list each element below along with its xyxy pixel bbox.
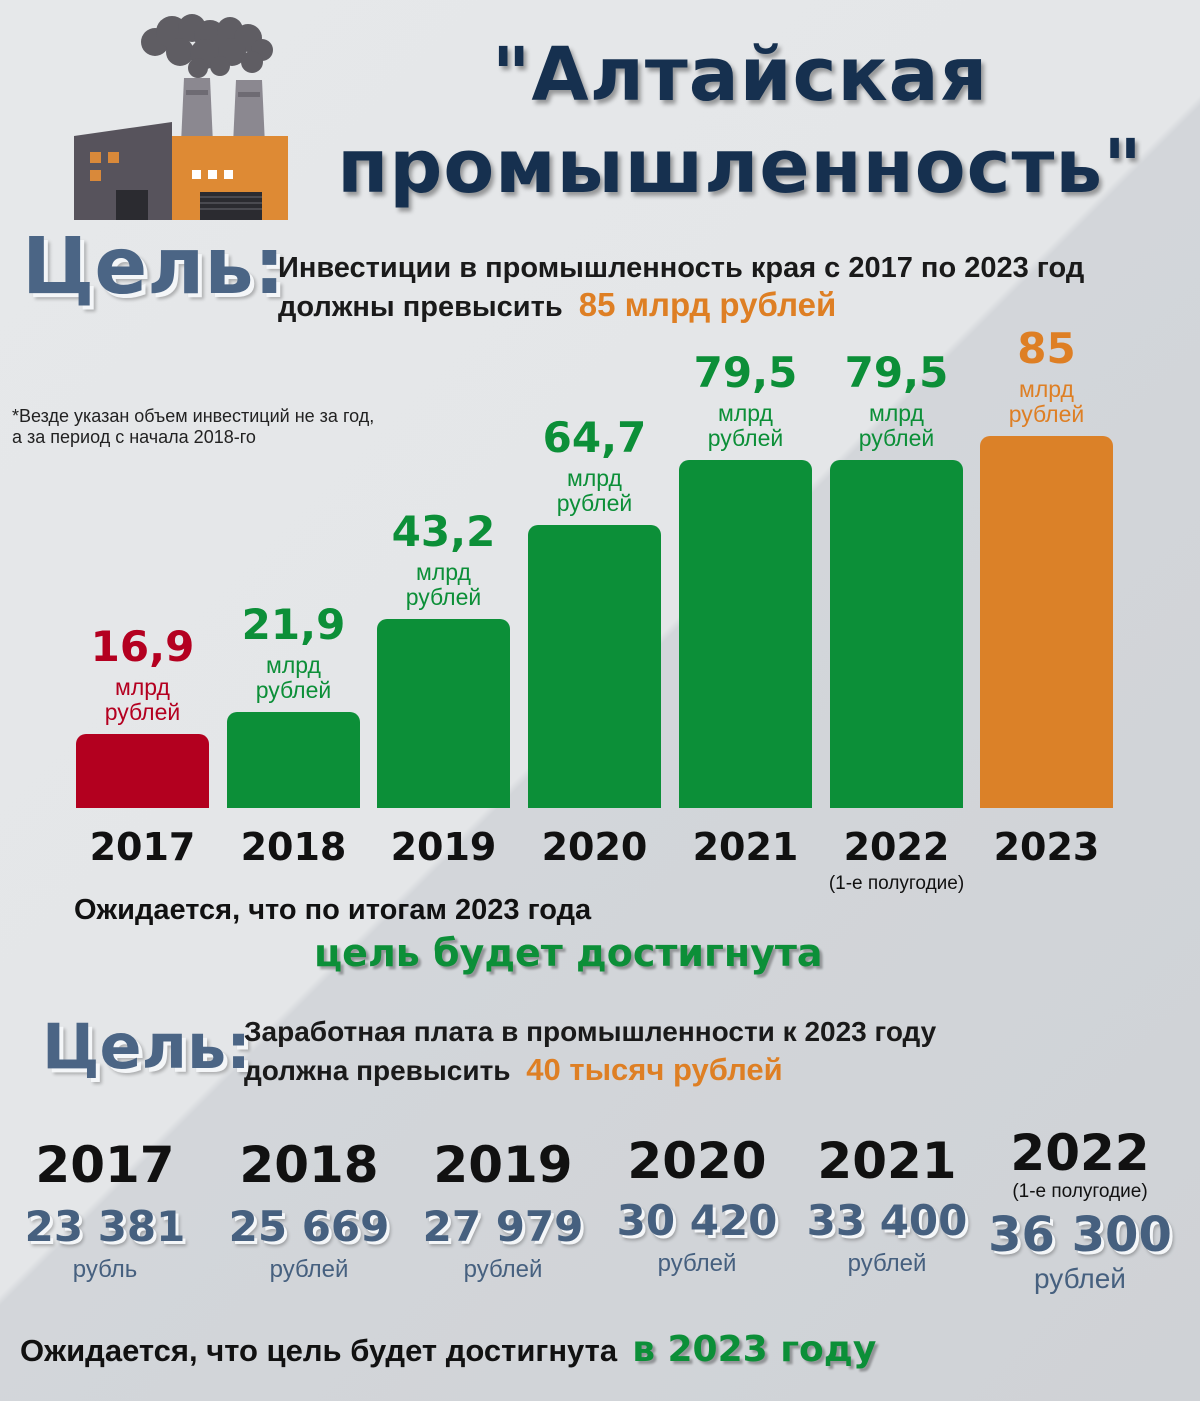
salary-year: 2017	[35, 1136, 175, 1194]
salary-unit: рублей	[847, 1250, 927, 1277]
bar-unit-line1: млрд	[416, 559, 471, 585]
salary-item-2020: 2020 30 420 рублей	[602, 1136, 792, 1276]
bar-unit-line2: рублей	[1008, 401, 1085, 427]
page-title-line1: "Алтайская	[491, 32, 989, 118]
salary-item-2019: 2019 27 979 рублей	[408, 1140, 598, 1282]
bar-unit-line1: млрд	[869, 400, 924, 426]
bar-value-label: 16,9	[90, 622, 195, 671]
bar-value-label: 43,2	[391, 507, 496, 556]
goal2-line2: должна превысить 40 тысяч рублей	[244, 1054, 783, 1085]
x-tick-label: 2019	[390, 825, 497, 869]
expect1-line1: Ожидается, что по итогам 2023 года	[74, 894, 592, 926]
goal1-label: Цель:	[22, 222, 285, 312]
salary-year: 2022	[1010, 1124, 1150, 1182]
salary-item-2022: 2022 (1-е полугодие) 36 300 рублей	[980, 1128, 1180, 1293]
footnote-line1: *Везде указан объем инвестиций не за год…	[12, 406, 375, 426]
salary-value: 27 979	[422, 1202, 584, 1251]
goal1-line1: Инвестиции в промышленность края с 2017 …	[278, 252, 1085, 284]
salary-unit: рублей	[657, 1250, 737, 1277]
bar-2019	[377, 619, 510, 808]
bar-2020	[528, 525, 661, 808]
salary-year: 2021	[817, 1132, 957, 1190]
bar-unit-line2: рублей	[255, 677, 332, 703]
goal2-line1: Заработная плата в промышленности к 2023…	[244, 1016, 937, 1047]
salary-value: 25 669	[228, 1202, 390, 1251]
goal1-line2: должны превысить 85 млрд рублей	[278, 288, 836, 322]
bar-unit-line2: рублей	[556, 490, 633, 516]
bar-2021	[679, 460, 812, 808]
x-tick-label: 2020	[541, 825, 648, 869]
bar-value-label: 79,5	[844, 348, 949, 397]
bar-unit-line2: рублей	[858, 425, 935, 451]
bar-unit-line1: млрд	[115, 674, 170, 700]
salary-item-2021: 2021 33 400 рублей	[792, 1136, 982, 1276]
salary-value: 33 400	[806, 1196, 968, 1245]
goal1-line2-text: должны превысить	[278, 291, 563, 323]
bar-value-label: 64,7	[542, 413, 647, 462]
x-tick-label: 2022	[843, 825, 950, 869]
bar-2017	[76, 734, 209, 808]
bar-unit-line1: млрд	[718, 400, 773, 426]
bar-unit-line2: рублей	[707, 425, 784, 451]
salary-year: 2019	[433, 1136, 573, 1194]
bar-value-label: 85	[1017, 324, 1076, 373]
goal2-label: Цель:	[42, 1010, 251, 1083]
goal1-highlight: 85 млрд рублей	[578, 286, 837, 323]
expect1-line2: цель будет достигнута	[314, 931, 823, 975]
bar-unit-line2: рублей	[104, 699, 181, 725]
goal2-highlight: 40 тысяч рублей	[526, 1052, 783, 1087]
salary-value: 23 381	[24, 1202, 186, 1251]
salary-item-2017: 2017 23 381 рубль	[10, 1140, 200, 1282]
salary-value: 36 300	[988, 1207, 1172, 1263]
page-title-line2: промышленность"	[337, 124, 1143, 210]
footnote-line2: а за период с начала 2018-го	[12, 427, 256, 447]
x-tick-label: 2018	[240, 825, 347, 869]
salary-item-2018: 2018 25 669 рублей	[214, 1140, 404, 1282]
bar-unit-line2: рублей	[405, 584, 482, 610]
bar-value-label: 79,5	[693, 348, 798, 397]
expect2: Ожидается, что цель будет достигнута в 2…	[20, 1332, 876, 1368]
salary-unit: рублей	[269, 1256, 349, 1283]
factory-icon	[74, 14, 288, 220]
salary-unit: рубль	[72, 1256, 138, 1283]
footnote: *Везде указан объем инвестиций не за год…	[12, 406, 374, 448]
salary-year-note: (1-е полугодие)	[1012, 1181, 1148, 1202]
x-tick-note: (1-е полугодие)	[828, 873, 965, 894]
goal2-line2-text: должна превысить	[244, 1055, 511, 1086]
x-tick-label: 2021	[692, 825, 799, 869]
salary-year: 2018	[239, 1136, 379, 1194]
bar-unit-line1: млрд	[567, 465, 622, 491]
bar-2018	[227, 712, 360, 808]
bar-value-label: 21,9	[241, 600, 346, 649]
salary-value: 30 420	[616, 1196, 778, 1245]
bar-2023	[980, 436, 1113, 808]
expect2-highlight: в 2023 году	[632, 1329, 877, 1370]
bar-unit-line1: млрд	[266, 652, 321, 678]
salary-year: 2020	[627, 1132, 767, 1190]
salary-unit: рублей	[1034, 1263, 1126, 1294]
bar-2022	[830, 460, 963, 808]
bar-unit-line1: млрд	[1019, 376, 1074, 402]
salary-unit: рублей	[463, 1256, 543, 1283]
x-tick-label: 2023	[993, 825, 1100, 869]
expect2-text: Ожидается, что цель будет достигнута	[20, 1333, 618, 1368]
x-tick-label: 2017	[89, 825, 196, 869]
